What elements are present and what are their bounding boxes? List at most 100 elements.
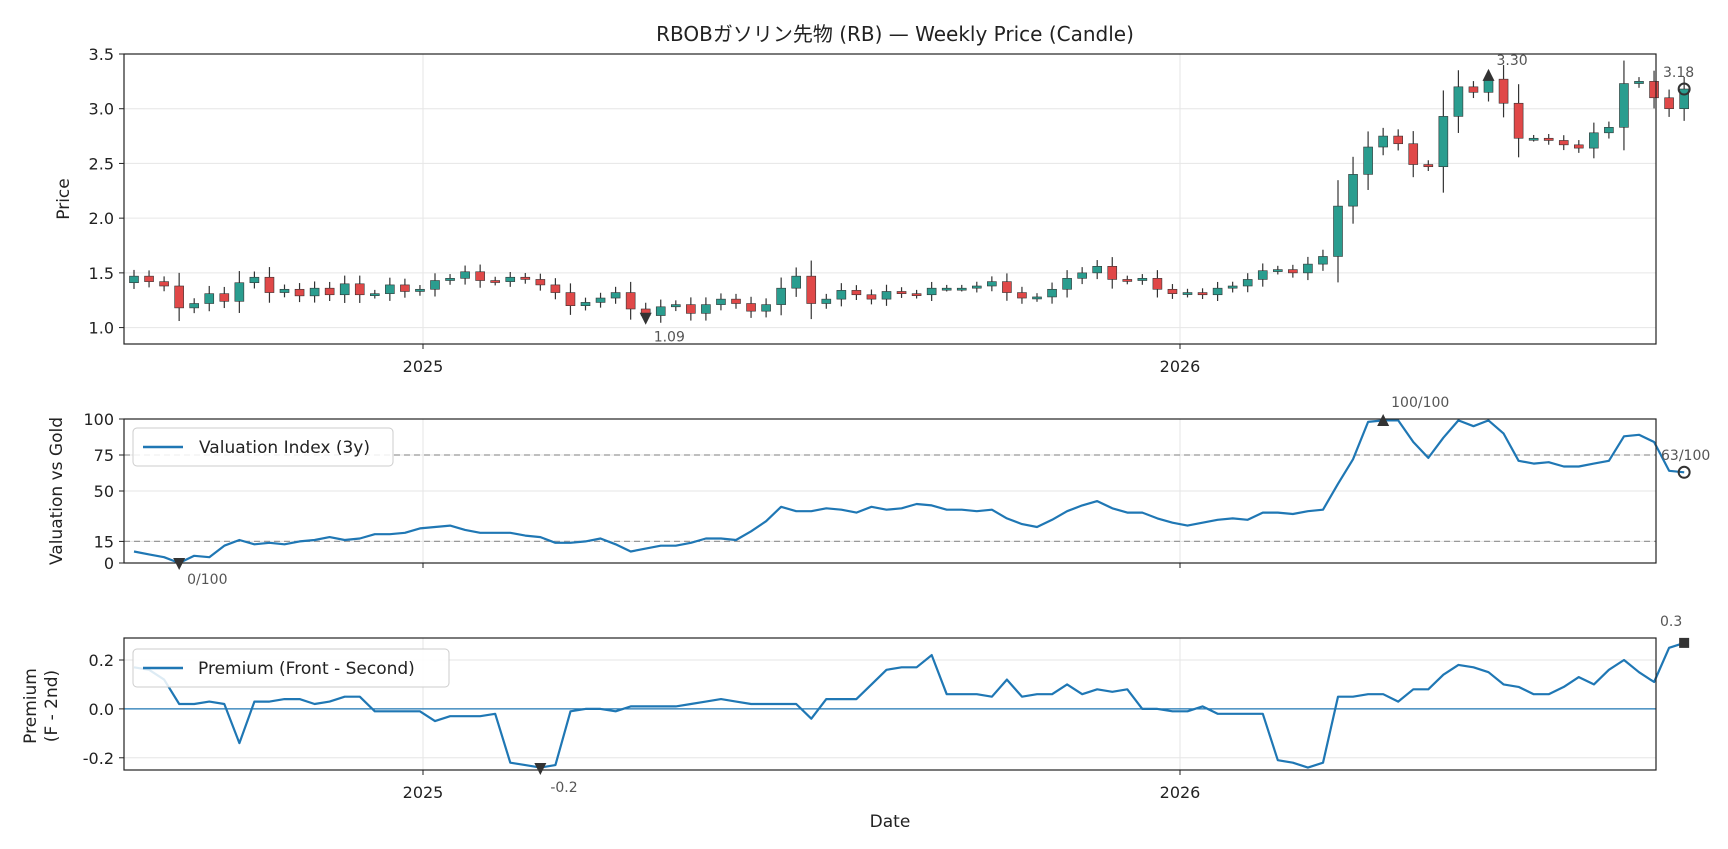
valuation-y-ticks: 0 15 50 75 100 bbox=[83, 410, 124, 573]
candle-body bbox=[1498, 78, 1509, 104]
candle-body bbox=[249, 276, 260, 284]
candle-body bbox=[505, 276, 516, 282]
candle-body bbox=[1483, 78, 1494, 93]
premium-y-label-line: Premium bbox=[21, 668, 41, 744]
candle-body bbox=[1408, 143, 1419, 165]
annotation-label: 3.30 bbox=[1497, 53, 1528, 69]
candle-body bbox=[791, 275, 802, 289]
y-tick-label: 15 bbox=[94, 532, 114, 551]
candle-body bbox=[324, 287, 335, 296]
premium-legend: Premium (Front - Second) bbox=[132, 648, 450, 688]
y-tick-label: 100 bbox=[83, 410, 114, 429]
candle-body bbox=[806, 275, 817, 304]
price-y-ticks: 1.0 1.5 2.0 2.5 3.0 3.5 bbox=[89, 45, 124, 338]
valuation-legend: Valuation Index (3y) bbox=[132, 427, 394, 467]
candle-body bbox=[670, 304, 681, 308]
last-marker bbox=[1677, 465, 1691, 479]
candle-body bbox=[565, 292, 576, 306]
candle-body bbox=[144, 275, 154, 282]
premium-y-label-text: Premium(F - 2nd) bbox=[21, 668, 62, 744]
y-tick-label: 2.0 bbox=[89, 209, 114, 228]
price-annotations: 3.30 1.09 3.18 bbox=[639, 53, 1694, 346]
candle-body bbox=[445, 278, 455, 281]
candle-body bbox=[1047, 288, 1057, 298]
candle-body bbox=[234, 282, 245, 302]
y-tick-label: 2.5 bbox=[89, 154, 114, 173]
candle-body bbox=[189, 303, 199, 309]
candle-body bbox=[460, 271, 470, 279]
last-marker bbox=[1677, 82, 1691, 96]
candle-body bbox=[1574, 144, 1584, 149]
premium-series-line bbox=[133, 641, 1685, 769]
candle-body bbox=[1589, 132, 1599, 149]
candle-body bbox=[1107, 266, 1118, 280]
candle-body bbox=[776, 287, 786, 305]
valuation-annotations: 100/100 0/100 63/100 bbox=[173, 395, 1710, 588]
max-marker bbox=[1377, 414, 1390, 426]
y-tick-label: -0.2 bbox=[83, 749, 114, 768]
candle-body bbox=[1679, 88, 1689, 110]
premium-y-label: Premium(F - 2nd) bbox=[21, 668, 62, 744]
candle-body bbox=[881, 291, 892, 300]
y-tick-label: 0 bbox=[104, 554, 114, 573]
candle-body bbox=[475, 271, 485, 281]
candle-body bbox=[1363, 146, 1373, 175]
candle-body bbox=[520, 276, 531, 280]
premium-panel: -0.2 0.0 0.2 2025 2026 Premium(F - 2nd) Dat… bbox=[21, 614, 1690, 832]
candle-body bbox=[1032, 296, 1042, 300]
candle-body bbox=[1288, 269, 1298, 274]
candle-body bbox=[1303, 263, 1313, 274]
y-tick-label: 1.5 bbox=[89, 264, 114, 283]
candle-body bbox=[701, 304, 711, 314]
candle-body bbox=[415, 288, 425, 292]
candle-body bbox=[219, 293, 230, 302]
candle-body bbox=[686, 304, 696, 314]
candle-body bbox=[159, 281, 169, 287]
candle-body bbox=[174, 285, 184, 309]
candle-body bbox=[1122, 279, 1133, 282]
candle-body bbox=[550, 284, 561, 293]
candle-body bbox=[1348, 174, 1358, 207]
x-tick-label: 2026 bbox=[1160, 357, 1201, 376]
candle-body bbox=[836, 290, 847, 300]
y-tick-label: 50 bbox=[94, 482, 114, 501]
candle-body bbox=[1528, 137, 1539, 141]
y-tick-label: 3.0 bbox=[89, 100, 114, 119]
candle-body bbox=[1197, 292, 1208, 296]
candle-body bbox=[264, 276, 275, 293]
candle-body bbox=[385, 284, 395, 294]
min-marker bbox=[639, 312, 652, 325]
candle-body bbox=[1634, 81, 1644, 84]
candle-body bbox=[430, 280, 440, 290]
premium-axes-frame bbox=[123, 637, 1657, 771]
min-marker bbox=[173, 558, 186, 570]
annotation-label: 0/100 bbox=[187, 572, 227, 588]
candle-body bbox=[1453, 86, 1464, 117]
price-axes-frame bbox=[123, 53, 1657, 345]
candle-body bbox=[716, 298, 726, 305]
candle-body bbox=[1062, 278, 1072, 290]
premium-line-layer bbox=[124, 641, 1685, 769]
candle-body bbox=[1423, 164, 1434, 168]
candle-body bbox=[339, 283, 350, 296]
premium-x-ticks: 2025 2026 bbox=[403, 770, 1200, 802]
candle-body bbox=[866, 294, 877, 300]
candle-body bbox=[580, 302, 591, 306]
candle-body bbox=[1242, 279, 1253, 287]
annotation-label: 3.18 bbox=[1663, 65, 1694, 81]
candle-body bbox=[1182, 292, 1193, 295]
y-tick-label: 3.5 bbox=[89, 45, 114, 64]
candle-body bbox=[731, 298, 741, 304]
premium-y-ticks: -0.2 0.0 0.2 bbox=[83, 651, 124, 768]
candle-body bbox=[1227, 285, 1238, 289]
min-marker bbox=[534, 763, 547, 775]
y-tick-label: 75 bbox=[94, 446, 114, 465]
candle-body bbox=[354, 283, 365, 296]
candle-body bbox=[129, 275, 139, 284]
candle-body bbox=[1649, 81, 1659, 99]
candle-body bbox=[1212, 287, 1223, 296]
candle-body bbox=[1318, 256, 1328, 265]
candle-body bbox=[1152, 278, 1163, 290]
candle-body bbox=[1393, 135, 1403, 145]
